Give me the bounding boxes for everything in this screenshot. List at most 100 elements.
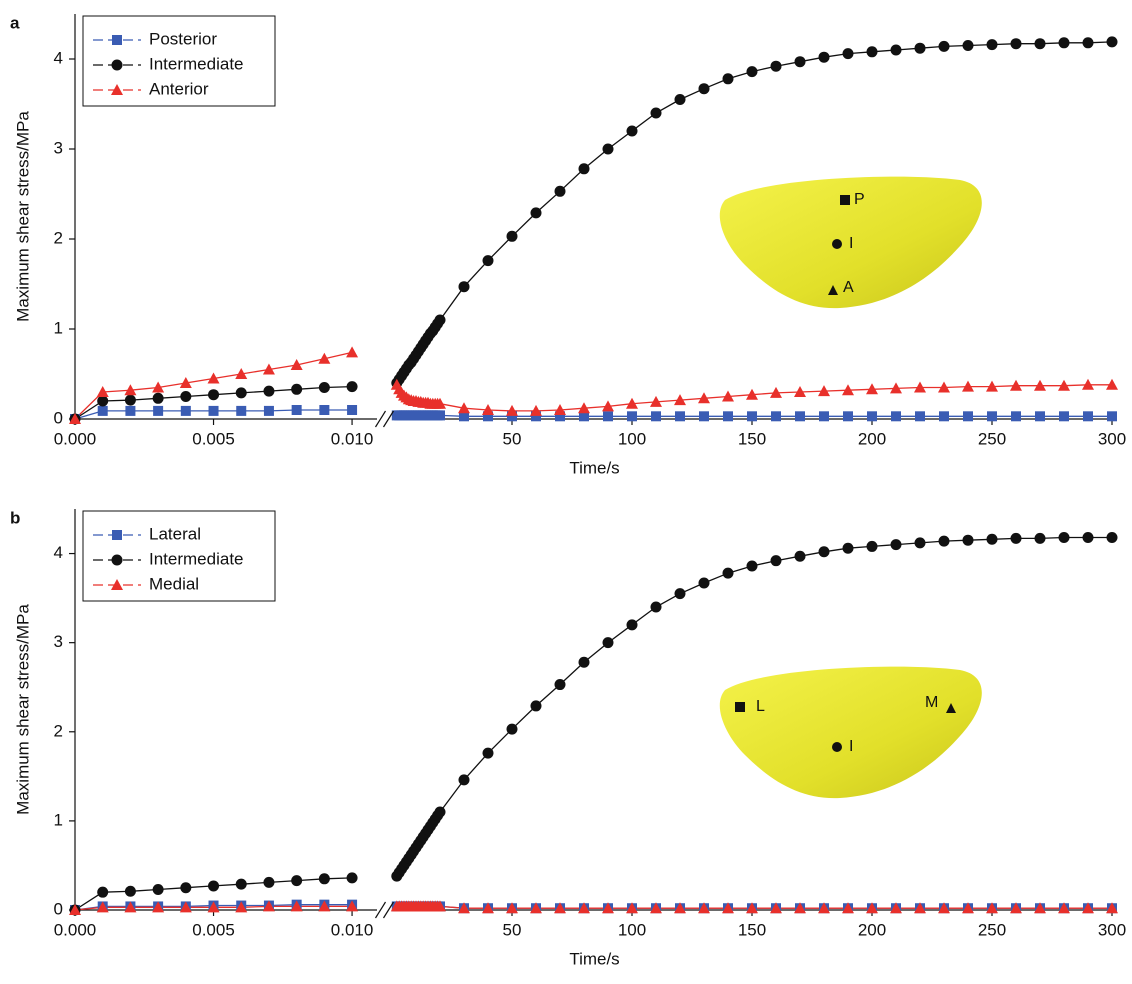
marker [483, 748, 494, 759]
marker [987, 534, 998, 545]
marker [627, 126, 638, 137]
marker [555, 186, 566, 197]
marker [819, 546, 830, 557]
marker [891, 539, 902, 550]
marker [747, 66, 758, 77]
y-tick-label: 3 [54, 138, 63, 157]
marker [771, 61, 782, 72]
marker [1035, 533, 1046, 544]
legend-label: Intermediate [149, 54, 244, 73]
marker [867, 411, 877, 421]
marker [319, 382, 330, 393]
marker [181, 406, 191, 416]
marker [675, 94, 686, 105]
marker [555, 679, 566, 690]
inset-marker [735, 702, 745, 712]
marker [819, 52, 830, 63]
x-tick-label: 100 [618, 429, 646, 448]
marker [1059, 532, 1070, 543]
marker [125, 406, 135, 416]
marker [915, 43, 926, 54]
marker [603, 411, 613, 421]
legend-label: Medial [149, 574, 199, 593]
x-tick-label: 50 [503, 429, 522, 448]
x-tick-label: 200 [858, 920, 886, 939]
marker [963, 535, 974, 546]
x-tick-label: 0.005 [192, 429, 235, 448]
marker [939, 41, 950, 52]
marker [264, 406, 274, 416]
marker [263, 877, 274, 888]
meniscus-shape [720, 667, 982, 799]
marker [867, 46, 878, 57]
inset-label: I [849, 738, 853, 755]
marker [723, 73, 734, 84]
legend-label: Posterior [149, 29, 217, 48]
inset-label: P [854, 191, 865, 208]
marker [579, 163, 590, 174]
y-tick-label: 1 [54, 810, 63, 829]
marker [209, 406, 219, 416]
x-tick-label: 300 [1098, 429, 1126, 448]
marker [771, 411, 781, 421]
inset-a: P I A [720, 177, 982, 309]
marker [1107, 411, 1117, 421]
marker [1059, 411, 1069, 421]
marker [1083, 37, 1094, 48]
marker [180, 391, 191, 402]
y-axis-label: Maximum shear stress/MPa [13, 604, 32, 815]
marker [699, 83, 710, 94]
marker [987, 39, 998, 50]
x-tick-label: 150 [738, 920, 766, 939]
marker [723, 411, 733, 421]
marker [346, 346, 358, 357]
marker [153, 393, 164, 404]
marker [97, 396, 108, 407]
marker [236, 387, 247, 398]
inset-marker [832, 742, 842, 752]
inset-marker [832, 239, 842, 249]
inset-label: A [843, 279, 854, 296]
marker [891, 45, 902, 56]
y-tick-label: 1 [54, 318, 63, 337]
marker [208, 880, 219, 891]
y-tick-label: 0 [54, 408, 63, 427]
legend-marker [112, 35, 122, 45]
inset-marker [840, 195, 850, 205]
inset-label: I [849, 235, 853, 252]
marker [675, 411, 685, 421]
legend-marker [112, 60, 123, 71]
marker [699, 577, 710, 588]
marker [507, 231, 518, 242]
inset-label: M [925, 694, 938, 711]
marker [603, 144, 614, 155]
marker [1059, 37, 1070, 48]
marker [208, 389, 219, 400]
legend-label: Intermediate [149, 549, 244, 568]
x-tick-label: 250 [978, 429, 1006, 448]
x-axis-label: Time/s [569, 949, 619, 968]
x-tick-label: 100 [618, 920, 646, 939]
marker [843, 543, 854, 554]
x-tick-label: 0.010 [331, 429, 374, 448]
marker [843, 411, 853, 421]
marker [531, 700, 542, 711]
legend-marker [112, 530, 122, 540]
legend-label: Anterior [149, 79, 209, 98]
marker [97, 887, 108, 898]
x-tick-label: 0.005 [192, 920, 235, 939]
marker [483, 255, 494, 266]
legend-marker [112, 555, 123, 566]
x-tick-label: 150 [738, 429, 766, 448]
marker [319, 873, 330, 884]
marker [125, 395, 136, 406]
marker [603, 637, 614, 648]
marker [651, 411, 661, 421]
marker [627, 619, 638, 630]
marker [291, 875, 302, 886]
figure: P I A L I M aMaximum shear stress/MPaTim… [0, 0, 1132, 984]
marker [651, 602, 662, 613]
marker [747, 411, 757, 421]
marker [435, 315, 446, 326]
marker [1107, 532, 1118, 543]
